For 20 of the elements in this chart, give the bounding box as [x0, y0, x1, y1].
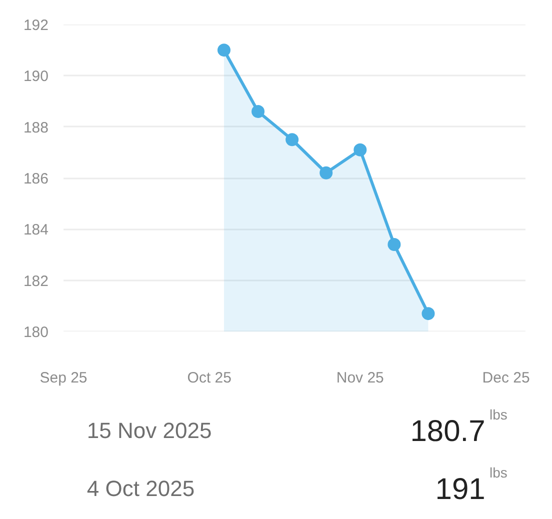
y-tick-label: 190 [23, 68, 49, 86]
x-tick-label: Oct 25 [187, 370, 232, 386]
point [217, 44, 230, 57]
x-tick-label: Nov 25 [336, 370, 384, 386]
x-tick-label: Sep 25 [40, 370, 88, 386]
text: 4 Oct 2025 [86, 476, 195, 501]
point [320, 166, 333, 180]
y-tick-label: 188 [23, 119, 49, 136]
x-tick-label: Dec 25 [482, 370, 530, 386]
y-tick-label: 184 [23, 222, 49, 239]
text: 15 Nov 2025 [86, 418, 212, 443]
point [354, 143, 367, 156]
y-tick-label: 180 [23, 324, 49, 341]
y-tick-label: 186 [23, 170, 49, 188]
point [388, 238, 401, 252]
point [252, 104, 265, 118]
point [286, 133, 299, 146]
point [422, 307, 435, 320]
y-tick-label: 192 [23, 17, 49, 34]
y-tick-label: 182 [23, 272, 49, 290]
